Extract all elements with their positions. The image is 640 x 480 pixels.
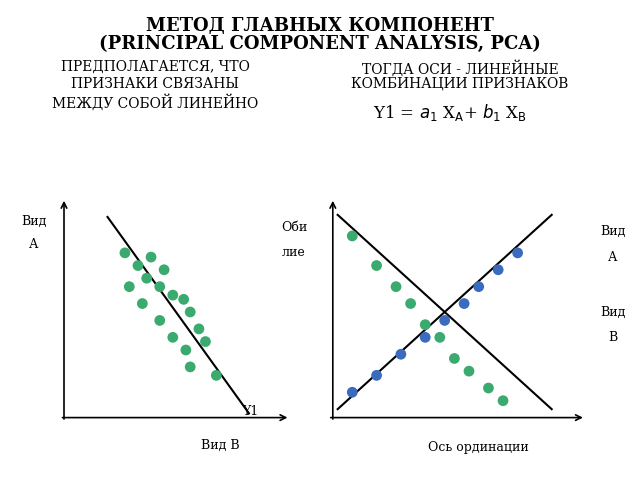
Text: В: В bbox=[608, 331, 617, 344]
Point bbox=[180, 346, 191, 354]
Point bbox=[120, 249, 130, 257]
Text: ПРЕДПОЛАГАЕТСЯ, ЧТО: ПРЕДПОЛАГАЕТСЯ, ЧТО bbox=[61, 60, 250, 74]
Point bbox=[179, 296, 189, 303]
Point bbox=[371, 372, 381, 379]
Point bbox=[141, 275, 152, 282]
Point bbox=[391, 283, 401, 290]
Text: Оби: Оби bbox=[281, 221, 307, 234]
Point bbox=[513, 249, 523, 257]
Point bbox=[185, 308, 195, 316]
Text: А: А bbox=[29, 238, 38, 251]
Point bbox=[459, 300, 469, 307]
Point bbox=[133, 262, 143, 269]
Point bbox=[449, 355, 460, 362]
Point bbox=[155, 317, 165, 324]
Text: А: А bbox=[608, 251, 617, 264]
Point bbox=[200, 338, 211, 346]
Point bbox=[396, 350, 406, 358]
Point bbox=[185, 363, 195, 371]
Text: Y1: Y1 bbox=[243, 405, 259, 418]
Point bbox=[159, 266, 169, 274]
Text: лие: лие bbox=[282, 246, 306, 259]
Text: Вид: Вид bbox=[600, 225, 625, 238]
Text: ПРИЗНАКИ СВЯЗАНЫ: ПРИЗНАКИ СВЯЗАНЫ bbox=[71, 77, 239, 91]
Point bbox=[371, 262, 381, 269]
Text: Вид В: Вид В bbox=[202, 439, 240, 452]
Text: МЕЖДУ СОБОЙ ЛИНЕЙНО: МЕЖДУ СОБОЙ ЛИНЕЙНО bbox=[52, 94, 258, 111]
Point bbox=[406, 300, 416, 307]
Text: (PRINCIPAL COMPONENT ANALYSIS, PCA): (PRINCIPAL COMPONENT ANALYSIS, PCA) bbox=[99, 35, 541, 53]
Point bbox=[137, 300, 147, 307]
Point bbox=[464, 367, 474, 375]
Point bbox=[168, 334, 178, 341]
Point bbox=[146, 253, 156, 261]
Point bbox=[420, 334, 430, 341]
Text: Ось ординации: Ось ординации bbox=[428, 441, 529, 454]
Point bbox=[211, 372, 221, 379]
Text: МЕТОД ГЛАВНЫХ КОМПОНЕНТ: МЕТОД ГЛАВНЫХ КОМПОНЕНТ bbox=[146, 17, 494, 35]
Text: Y1 = $a_1$ X$_\mathrm{A}$+ $b_1$ X$_\mathrm{B}$: Y1 = $a_1$ X$_\mathrm{A}$+ $b_1$ X$_\mat… bbox=[373, 102, 527, 123]
Point bbox=[474, 283, 484, 290]
Point bbox=[124, 283, 134, 290]
Point bbox=[347, 388, 357, 396]
Point bbox=[194, 325, 204, 333]
Point bbox=[420, 321, 430, 328]
Text: Вид: Вид bbox=[21, 215, 46, 228]
Point bbox=[440, 317, 450, 324]
Point bbox=[168, 291, 178, 299]
Text: ТОГДА ОСИ - ЛИНЕЙНЫЕ: ТОГДА ОСИ - ЛИНЕЙНЫЕ bbox=[362, 60, 558, 77]
Point bbox=[347, 232, 357, 240]
Text: Вид: Вид bbox=[600, 305, 625, 319]
Point bbox=[483, 384, 493, 392]
Text: КОМБИНАЦИИ ПРИЗНАКОВ: КОМБИНАЦИИ ПРИЗНАКОВ bbox=[351, 77, 569, 91]
Point bbox=[155, 283, 165, 290]
Point bbox=[435, 334, 445, 341]
Point bbox=[493, 266, 503, 274]
Point bbox=[498, 397, 508, 405]
